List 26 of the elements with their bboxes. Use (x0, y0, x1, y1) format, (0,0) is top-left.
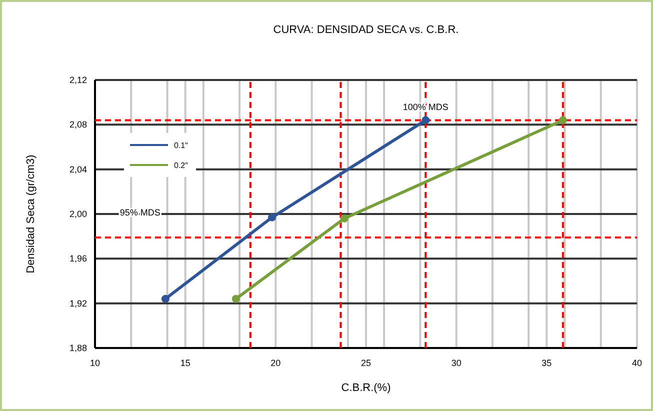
point (422, 116, 430, 124)
chart-title: CURVA: DENSIDAD SECA vs. C.B.R. (273, 24, 459, 36)
x-tick-label: 40 (632, 358, 642, 368)
y-tick-label: 1,92 (69, 298, 87, 308)
y-tick-label: 1,96 (69, 254, 87, 264)
legend-label: 0.2" (174, 161, 188, 170)
y-tick-label: 1,88 (69, 343, 87, 353)
y-axis-title: Densidad Seca (gr/cm3) (25, 154, 37, 274)
point (558, 116, 567, 124)
point (340, 214, 348, 222)
y-tick-label: 2,12 (69, 75, 87, 85)
legend-label: 0.1" (174, 141, 188, 150)
annotation: 100% MDS (402, 102, 448, 112)
x-tick-label: 10 (90, 358, 100, 368)
y-tick-label: 2,00 (69, 209, 87, 219)
x-axis-title: C.B.R.(%) (341, 382, 391, 394)
point (268, 213, 276, 222)
x-tick-label: 25 (360, 358, 372, 368)
x-tick-label: 35 (542, 358, 552, 368)
y-tick-label: 2,04 (69, 164, 87, 174)
x-tick-label: 30 (451, 358, 462, 368)
y-tick-label: 2,08 (69, 120, 87, 130)
x-tick-label: 20 (270, 358, 281, 368)
point (161, 294, 170, 303)
x-tick-label: 15 (180, 358, 190, 368)
point (232, 294, 240, 303)
